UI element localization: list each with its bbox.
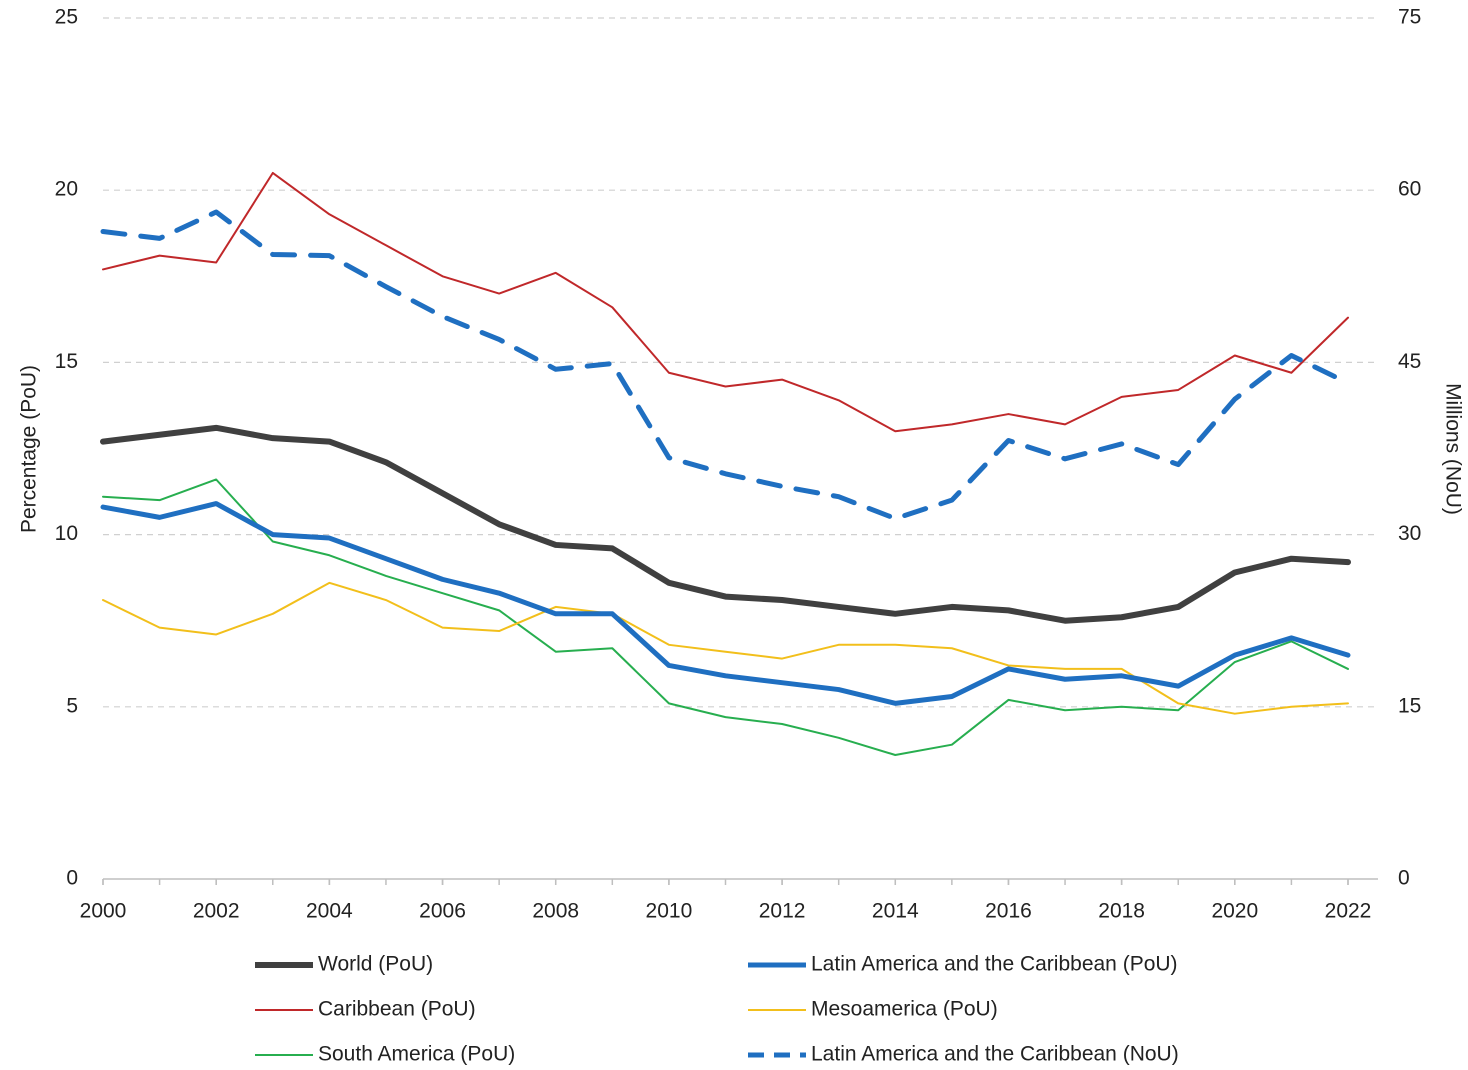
y2-tick-label: 30 [1398, 522, 1421, 545]
y-axis-title: Percentage (PoU) [18, 365, 41, 533]
x-tick-label: 2012 [759, 900, 806, 923]
y-tick-label: 20 [55, 178, 78, 201]
y2-tick-label: 0 [1398, 867, 1410, 890]
legend-label: Mesoamerica (PoU) [811, 998, 998, 1021]
y-tick-label: 15 [55, 350, 78, 373]
x-tick-label: 2022 [1325, 900, 1372, 923]
x-tick-label: 2016 [985, 900, 1032, 923]
y-tick-label: 10 [55, 522, 78, 545]
y-tick-label: 25 [55, 6, 78, 29]
series-line [100, 501, 1351, 706]
legend-label: Latin America and the Caribbean (PoU) [811, 953, 1178, 976]
x-tick-label: 2000 [80, 900, 127, 923]
x-tick-label: 2010 [646, 900, 693, 923]
x-tick-label: 2020 [1211, 900, 1258, 923]
legend-label: World (PoU) [318, 953, 433, 976]
y-tick-label: 0 [66, 867, 78, 890]
x-tick-label: 2002 [193, 900, 240, 923]
y2-tick-label: 60 [1398, 178, 1421, 201]
series-line [102, 581, 1349, 715]
legend-label: Latin America and the Caribbean (NoU) [811, 1043, 1179, 1066]
y2-tick-label: 45 [1398, 350, 1421, 373]
y-tick-label: 5 [66, 694, 78, 717]
series-line [102, 171, 1349, 433]
legend-label: South America (PoU) [318, 1043, 515, 1066]
series-line [102, 478, 1349, 757]
series-line [100, 209, 1351, 522]
x-tick-label: 2008 [532, 900, 579, 923]
y2-tick-label: 75 [1398, 6, 1421, 29]
x-tick-label: 2014 [872, 900, 919, 923]
legend-label: Caribbean (PoU) [318, 998, 476, 1021]
series-line [100, 424, 1351, 624]
y2-axis-title: Millions (NoU) [1441, 383, 1464, 515]
x-tick-label: 2006 [419, 900, 466, 923]
x-tick-label: 2018 [1098, 900, 1145, 923]
y2-tick-label: 15 [1398, 694, 1421, 717]
x-tick-label: 2004 [306, 900, 353, 923]
